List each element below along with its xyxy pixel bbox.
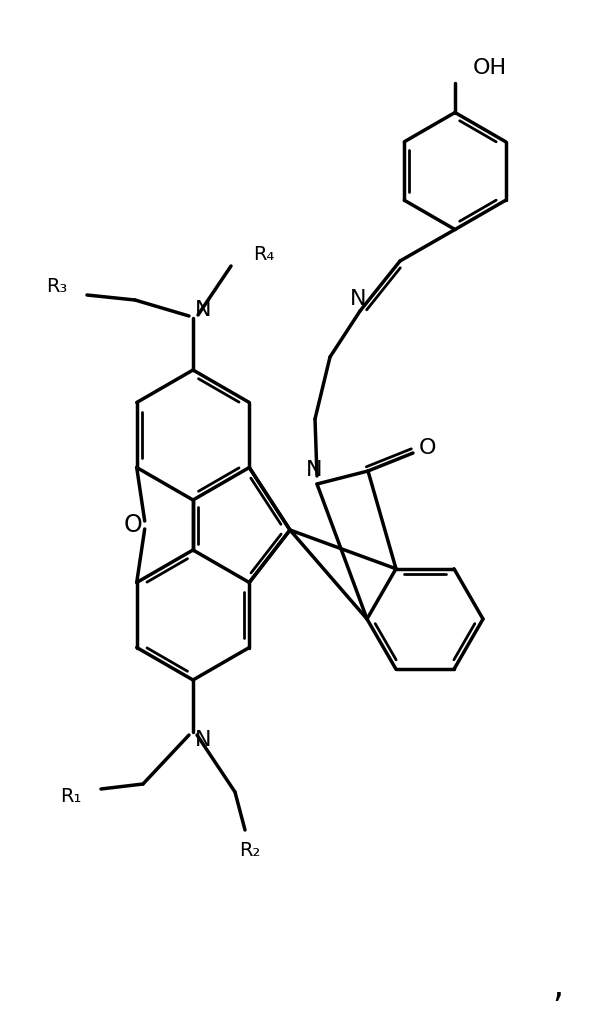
Text: O: O (123, 513, 142, 537)
Text: R₂: R₂ (239, 841, 261, 859)
Text: O: O (418, 438, 436, 458)
Text: N: N (350, 289, 366, 309)
Text: OH: OH (473, 59, 507, 78)
Text: ,: , (553, 970, 563, 1004)
Text: N: N (306, 460, 322, 480)
Text: R₃: R₃ (46, 278, 67, 296)
Text: R₁: R₁ (60, 787, 81, 807)
Text: R₄: R₄ (253, 245, 274, 263)
Text: N: N (195, 300, 211, 320)
Text: N: N (195, 730, 211, 750)
